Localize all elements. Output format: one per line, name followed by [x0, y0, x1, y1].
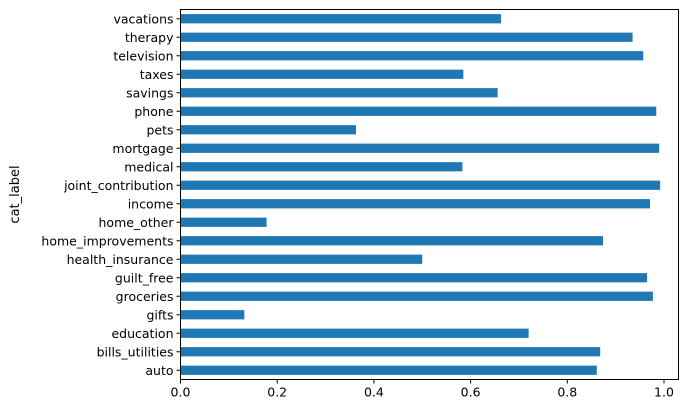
y-tick-label: home_other — [99, 215, 175, 230]
y-tick-label: television — [113, 48, 173, 63]
y-tick-label: therapy — [125, 30, 174, 45]
x-tick-label: 0.0 — [171, 385, 191, 400]
bar-joint_contribution — [180, 180, 661, 190]
x-tick-label: 0.8 — [557, 385, 577, 400]
y-tick-label: gifts — [146, 307, 173, 322]
bar-guilt_free — [180, 273, 648, 283]
x-axis: 0.0 0.2 0.4 0.6 0.8 1.0 — [171, 379, 674, 400]
y-axis: auto bills_utilities education gifts groceri… — [41, 11, 181, 378]
y-tick-label: medical — [124, 159, 173, 174]
bar-taxes — [180, 69, 464, 79]
y-tick-label: home_improvements — [41, 233, 173, 248]
bar-groceries — [180, 291, 653, 301]
bar-phone — [180, 106, 657, 116]
y-tick-label: joint_contribution — [63, 178, 173, 193]
y-tick-label: taxes — [140, 67, 174, 82]
bar-television — [180, 51, 644, 61]
y-tick-label: mortgage — [112, 141, 173, 156]
y-tick-label: education — [111, 326, 173, 341]
x-tick-label: 0.2 — [267, 385, 287, 400]
bar-education — [180, 328, 529, 338]
y-tick-label: vacations — [113, 11, 173, 26]
y-tick-label: phone — [134, 104, 173, 119]
bar-medical — [180, 162, 463, 172]
y-tick-label: health_insurance — [67, 252, 174, 267]
bar-mortgage — [180, 143, 660, 153]
bar-home_other — [180, 217, 267, 227]
y-tick-label: pets — [146, 122, 173, 137]
bar-pets — [180, 125, 357, 135]
bar-vacations — [180, 14, 502, 24]
bar-gifts — [180, 310, 245, 320]
bar-bills_utilities — [180, 347, 601, 357]
y-tick-label: groceries — [116, 289, 174, 304]
bar-home_improvements — [180, 236, 604, 246]
bar-savings — [180, 88, 498, 98]
x-tick-label: 0.4 — [364, 385, 384, 400]
bars-group — [180, 14, 661, 375]
bar-therapy — [180, 32, 633, 42]
y-tick-label: guilt_free — [115, 270, 174, 285]
y-tick-label: savings — [126, 85, 173, 100]
x-tick-label: 1.0 — [654, 385, 674, 400]
x-tick-label: 0.6 — [461, 385, 481, 400]
y-axis-label: cat_label — [8, 165, 23, 223]
y-tick-label: bills_utilities — [97, 344, 174, 359]
y-tick-label: auto — [145, 363, 173, 378]
y-tick-label: income — [128, 196, 174, 211]
bar-auto — [180, 365, 597, 375]
plot-frame — [180, 9, 679, 380]
bar-income — [180, 199, 650, 209]
bar-health_insurance — [180, 254, 423, 264]
